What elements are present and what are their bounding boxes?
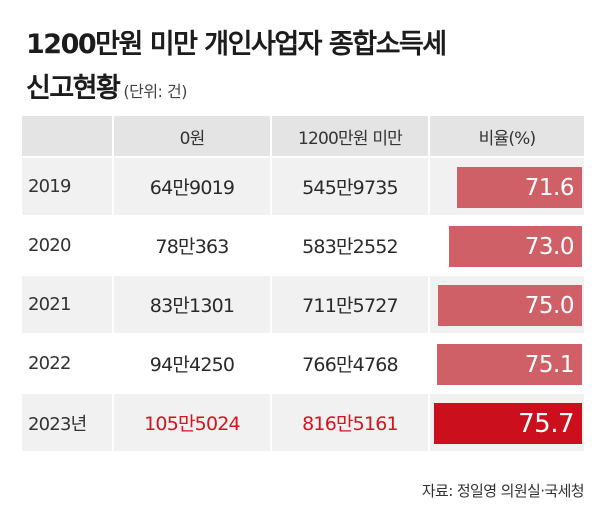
table-row: 2021 83만1301 711만5727 75.0 <box>22 274 584 333</box>
column-divider <box>270 335 272 392</box>
row-zero-income-count: 64만9019 <box>149 177 235 199</box>
column-divider <box>112 394 114 451</box>
row-under-12m-count: 583만2552 <box>302 236 399 258</box>
header-under-12m: 1200만원 미만 <box>297 128 403 149</box>
row-under-12m-count: 711만5727 <box>302 295 399 317</box>
ratio-bar-label: 75.0 <box>524 292 575 319</box>
data-table: 0원 1200만원 미만 비율(%) 2019 64만9019 545만9735 71… <box>22 116 584 451</box>
row-under-12m-count: 545만9735 <box>302 177 399 199</box>
row-year: 2020 <box>28 235 71 256</box>
column-divider <box>428 116 430 156</box>
table-row: 2020 78만363 583만2552 73.0 <box>22 215 584 274</box>
chart-title-line2-text: 신고현황 <box>26 73 121 104</box>
column-divider <box>112 276 114 333</box>
ratio-bar-label: 73.0 <box>524 233 575 260</box>
source-note: 자료: 정일영 의원실·국세청 <box>421 482 585 500</box>
chart-title-line1: 1200만원 미만 개인사업자 종합소득세 <box>26 29 447 60</box>
column-divider <box>270 394 272 451</box>
ratio-bar <box>449 226 582 267</box>
column-divider <box>270 217 272 274</box>
row-under-12m-count: 766만4768 <box>302 354 399 376</box>
header-ratio: 비율(%) <box>478 128 537 149</box>
row-year: 2023년 <box>28 413 87 435</box>
column-divider <box>270 116 272 156</box>
column-divider <box>112 217 114 274</box>
ratio-bar-label: 75.7 <box>518 408 574 439</box>
row-zero-income-count: 78만363 <box>155 236 229 258</box>
column-divider <box>428 217 430 274</box>
column-divider <box>428 276 430 333</box>
ratio-bar-label: 75.1 <box>524 351 575 378</box>
table-row: 2022 94만4250 766만4768 75.1 <box>22 333 584 392</box>
row-year: 2022 <box>28 353 71 374</box>
column-divider <box>112 335 114 392</box>
column-divider <box>428 158 430 215</box>
column-divider <box>112 116 114 156</box>
table-body: 2019 64만9019 545만9735 71.6 2020 78만363 583만255… <box>22 156 584 451</box>
table-header: 0원 1200만원 미만 비율(%) <box>22 116 584 156</box>
column-divider <box>112 158 114 215</box>
column-divider <box>428 394 430 451</box>
row-year: 2019 <box>28 176 71 197</box>
row-year: 2021 <box>28 294 71 315</box>
ratio-bar <box>457 167 582 208</box>
unit-label: (단위: 건) <box>123 82 187 101</box>
table-row: 2019 64만9019 545만9735 71.6 <box>22 156 584 215</box>
chart-title-line2: 신고현황 (단위: 건) <box>26 66 187 105</box>
row-zero-income-count: 94만4250 <box>149 354 235 376</box>
ratio-bar <box>438 285 582 326</box>
ratio-bar-label: 71.6 <box>524 174 575 201</box>
column-divider <box>270 276 272 333</box>
row-zero-income-count: 83만1301 <box>149 295 235 317</box>
header-year <box>22 116 112 156</box>
row-under-12m-count: 816만5161 <box>302 413 399 435</box>
column-divider <box>270 158 272 215</box>
column-divider <box>428 335 430 392</box>
table-row: 2023년 105만5024 816만5161 75.7 <box>22 392 584 451</box>
row-zero-income-count: 105만5024 <box>144 413 241 435</box>
ratio-bar <box>437 344 582 385</box>
ratio-bar <box>434 403 582 444</box>
header-zero-income: 0원 <box>179 128 206 149</box>
